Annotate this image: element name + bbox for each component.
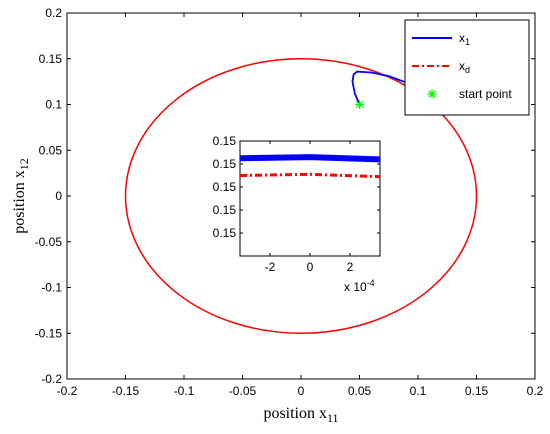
y-tick-label: 0.1 [45, 98, 62, 112]
legend-label-start-point: start point [459, 87, 512, 101]
inset-y-tick-label: 0.15 [213, 180, 237, 194]
y-tick-label: 0.15 [39, 52, 63, 66]
legend-box [404, 19, 530, 116]
legend-label-xd-text: x [459, 59, 465, 73]
start-point-marker [355, 100, 364, 109]
inset-x-tick-label: 2 [347, 260, 354, 274]
inset-x-multiplier-exponent: -4 [367, 278, 375, 288]
y-tick-label: -0.15 [35, 326, 63, 340]
legend-label-x1: x1 [459, 31, 470, 47]
inset-y-tick-label: 0.15 [213, 134, 237, 148]
inset-y-tick-labels: 0.15 0.15 0.15 0.15 0.15 [213, 134, 237, 240]
y-axis-label-text: position x [11, 170, 28, 234]
y-axis-label: position x12 [11, 158, 31, 234]
x-tick-label: -0.2 [57, 384, 78, 398]
inset-axes: -2 0 2 0.15 0.15 0.15 0.15 0.15 x 10-4 [213, 134, 381, 294]
main-x-tick-labels: -0.2 -0.15 -0.1 -0.05 0 0.05 0.1 0.15 0.2 [57, 384, 544, 398]
legend-label-xd-subscript: d [465, 65, 470, 75]
inset-series [239, 154, 381, 179]
y-tick-label: 0.05 [39, 143, 63, 157]
x-axis-label-text: position x [263, 405, 327, 422]
legend: x1 xd start point [404, 19, 530, 116]
y-tick-label: -0.2 [41, 372, 62, 386]
legend-label-x1-subscript: 1 [465, 37, 470, 47]
inset-y-tick-label: 0.15 [213, 157, 237, 171]
y-tick-label: 0 [55, 189, 62, 203]
inset-x-multiplier: x 10-4 [344, 278, 375, 294]
main-ticks [66, 12, 536, 380]
main-series [124, 58, 478, 334]
x-tick-label: 0.15 [465, 384, 489, 398]
legend-star-glyph [427, 89, 437, 99]
inset-series-x1 [239, 154, 381, 163]
y-axis-label-subscript: 12 [17, 158, 31, 170]
inset-y-tick-label: 0.15 [213, 203, 237, 217]
y-tick-label: 0.2 [45, 6, 62, 20]
x-axis-label: position x11 [263, 405, 338, 425]
legend-label-xd: xd [459, 59, 470, 75]
x-tick-label: -0.15 [112, 384, 140, 398]
x-tick-label: 0.2 [527, 384, 544, 398]
y-tick-label: -0.05 [35, 235, 63, 249]
x-tick-label: -0.1 [174, 384, 195, 398]
x-tick-label: -0.05 [229, 384, 257, 398]
x-tick-label: 0 [298, 384, 305, 398]
main-y-tick-labels: -0.2 -0.15 -0.1 -0.05 0 0.05 0.1 0.15 0.2 [35, 6, 63, 386]
y-tick-label: -0.1 [41, 281, 62, 295]
legend-start-point-marker [427, 89, 437, 99]
inset-series-xd [239, 172, 381, 179]
inset-x-tick-label: 0 [307, 260, 314, 274]
x-tick-label: 0.05 [348, 384, 372, 398]
series-xd-circle [124, 58, 478, 334]
inset-ticks [240, 140, 380, 256]
inset-x-tick-label: -2 [265, 260, 276, 274]
series-x1-transient [351, 70, 419, 105]
inset-y-tick-label: 0.15 [213, 226, 237, 240]
inset-x-tick-labels: -2 0 2 [265, 260, 354, 274]
x-tick-label: 0.1 [410, 384, 427, 398]
x-axis-label-subscript: 11 [327, 411, 339, 425]
legend-label-x1-text: x [459, 31, 465, 45]
inset-x-multiplier-base: x 10 [344, 280, 367, 294]
